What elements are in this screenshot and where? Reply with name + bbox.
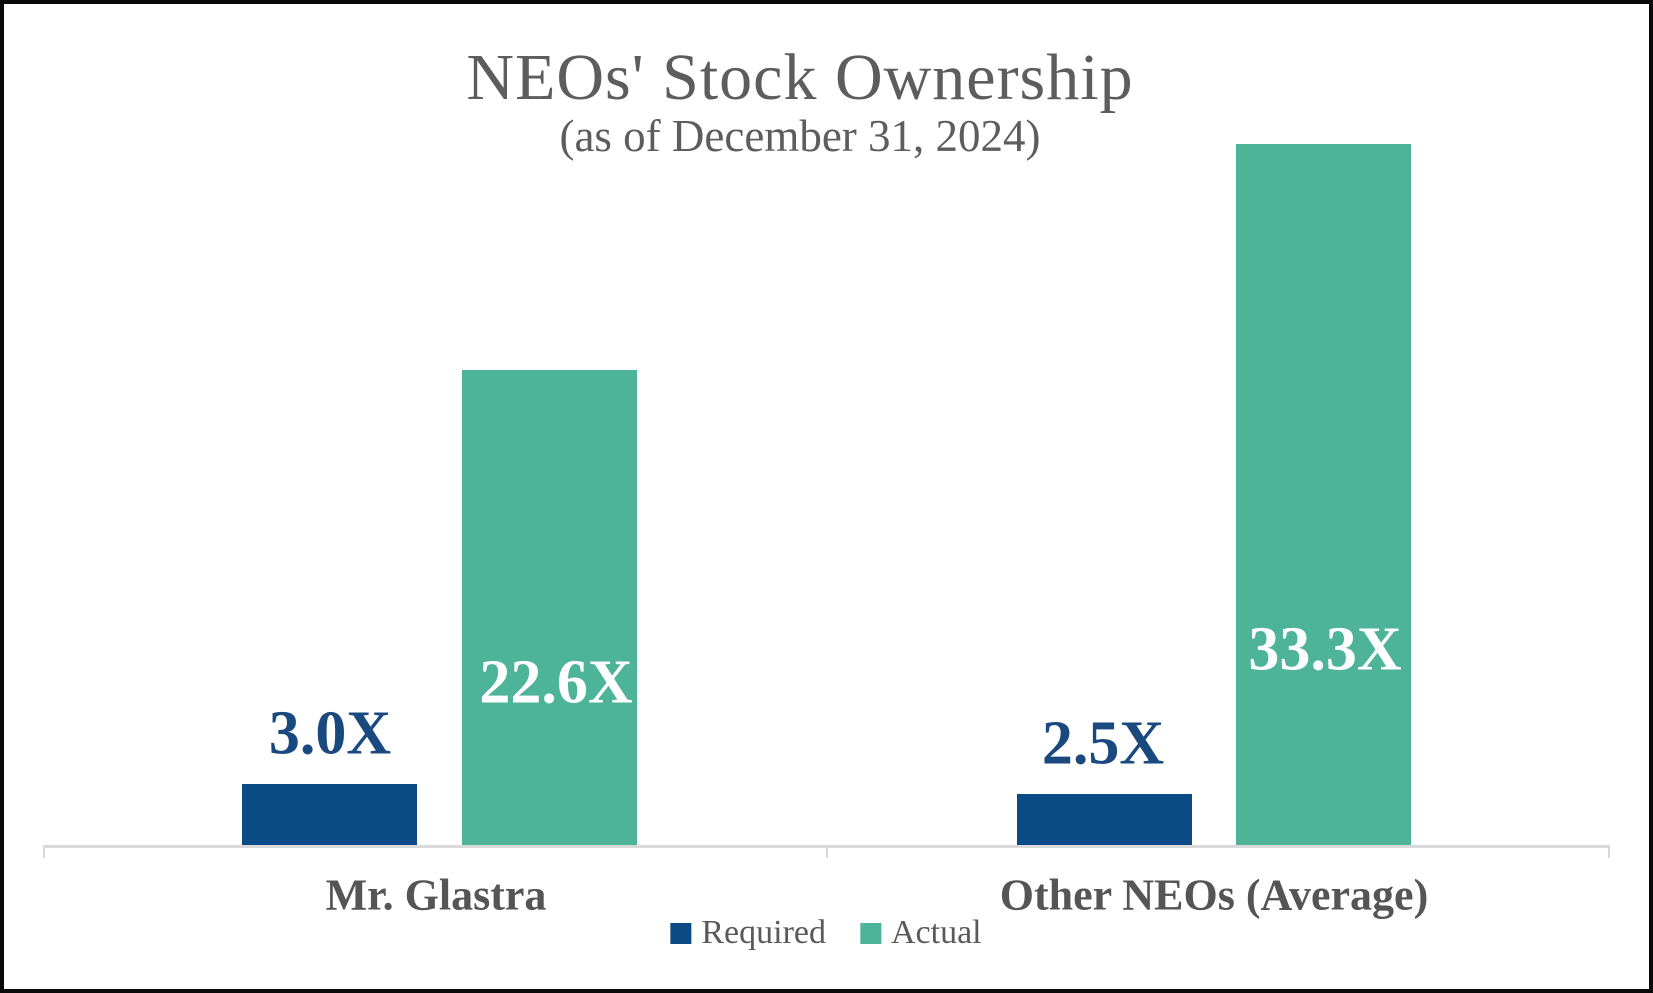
bar-required-mr-glastra <box>242 784 417 847</box>
x-axis-tick-right <box>1608 845 1610 858</box>
x-axis-tick-middle <box>826 845 828 858</box>
category-label-other-neos: Other NEOs (Average) <box>999 870 1429 920</box>
bar-required-other-neos <box>1017 794 1192 847</box>
value-label-actual-mr-glastra: 22.6X <box>479 648 633 717</box>
chart-subtitle: (as of December 31, 2024) <box>559 111 1041 161</box>
legend-swatch-actual <box>860 922 881 944</box>
legend-label-actual: Actual <box>891 914 982 951</box>
bar-actual-mr-glastra <box>462 370 637 847</box>
value-label-actual-other-neos: 33.3X <box>1248 615 1402 684</box>
legend-item-required: Required <box>670 916 826 950</box>
chart-title: NEOs' Stock Ownership <box>466 41 1134 114</box>
category-label-mr-glastra: Mr. Glastra <box>325 870 547 920</box>
legend-label-required: Required <box>701 914 826 951</box>
legend-swatch-required <box>670 922 692 944</box>
bar-actual-other-neos <box>1236 144 1411 847</box>
legend: Required Actual <box>670 916 982 950</box>
x-axis-tick-left <box>43 845 45 858</box>
legend-item-actual: Actual <box>860 916 982 950</box>
value-label-required-mr-glastra: 3.0X <box>268 699 392 768</box>
value-label-required-other-neos: 2.5X <box>1041 709 1165 778</box>
